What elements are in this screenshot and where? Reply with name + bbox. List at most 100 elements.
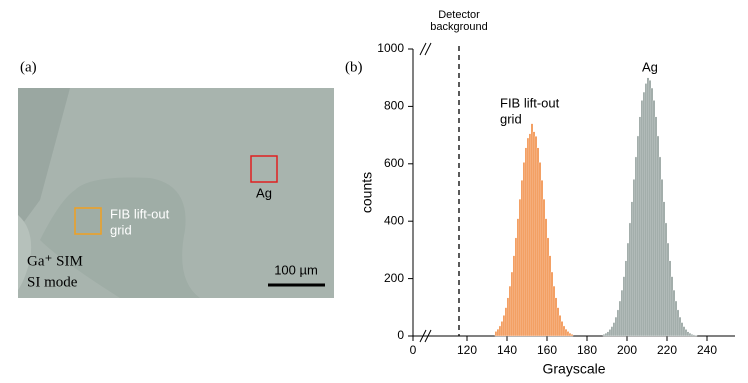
- histogram-bar: [568, 332, 572, 337]
- histogram-bar: [536, 147, 540, 337]
- histogram-bar: [554, 297, 558, 337]
- histogram-bar: [564, 328, 568, 337]
- histogram-bar: [626, 242, 630, 337]
- image-feature: [18, 215, 32, 290]
- histogram-bar: [538, 162, 542, 337]
- histogram-bar: [676, 309, 680, 337]
- histogram-bar: [540, 179, 544, 337]
- histogram-bar: [660, 179, 664, 337]
- axis-break: [424, 42, 432, 56]
- histogram-bar: [518, 198, 522, 337]
- histogram-bar: [560, 321, 564, 337]
- histogram-bar: [680, 322, 684, 337]
- histogram-bar: [542, 198, 546, 337]
- histogram-bar: [666, 242, 670, 337]
- region-label: Ag: [256, 185, 272, 200]
- histogram-bar: [608, 329, 612, 337]
- histogram-bar: [654, 116, 658, 337]
- histogram-bar: [562, 325, 566, 337]
- histogram-bar: [632, 179, 636, 337]
- panel-label: (b): [345, 59, 363, 75]
- histogram-bar: [662, 201, 666, 337]
- histogram-bar: [658, 156, 662, 337]
- micrograph: Ag FIB lift-out grid Ga⁺ SIM SI mode 100…: [18, 88, 334, 298]
- series-label: FIB lift-out: [500, 95, 560, 110]
- histogram-bar: [648, 80, 652, 337]
- series-label: Ag: [642, 59, 658, 74]
- series-label: grid: [500, 111, 522, 126]
- x-tick-label: 180: [577, 343, 597, 357]
- histogram-bar: [494, 331, 498, 337]
- region-label: FIB lift-out: [110, 206, 170, 221]
- histogram-bar: [624, 260, 628, 337]
- reference-label: Detector: [438, 9, 480, 21]
- histogram-bar: [656, 135, 660, 337]
- histogram-bar: [546, 237, 550, 337]
- histogram-bar: [618, 300, 622, 337]
- histogram-bar: [688, 332, 692, 337]
- histogram-bar: [634, 156, 638, 337]
- y-axis-label: counts: [359, 172, 375, 213]
- histogram-bar: [522, 162, 526, 337]
- histogram-bar: [544, 218, 548, 337]
- x-tick-label: 140: [497, 343, 517, 357]
- histogram-bar: [630, 201, 634, 337]
- panel-label: (a): [20, 59, 37, 75]
- histogram-bar: [512, 255, 516, 337]
- histogram-bar: [664, 222, 668, 337]
- histogram-bar: [616, 309, 620, 337]
- histogram-bar: [532, 131, 536, 337]
- y-tick-label: 200: [384, 271, 404, 285]
- histogram-bar: [558, 315, 562, 337]
- histogram-bar: [520, 179, 524, 337]
- x-tick-label: 160: [537, 343, 557, 357]
- y-tick-label: 1000: [377, 41, 404, 55]
- histogram-bar: [622, 276, 626, 337]
- x-tick-label: 120: [457, 343, 477, 357]
- histogram-bar: [514, 237, 518, 337]
- region-label: grid: [110, 222, 132, 237]
- axis-break: [419, 42, 427, 56]
- reference-label: background: [430, 21, 488, 33]
- histogram-bar: [530, 123, 534, 337]
- histogram-chart: 0 200 400 600 800 1000 0 120 140 160 180 200 220 240 G…: [359, 9, 735, 377]
- histogram-bar: [692, 334, 696, 337]
- histogram-bar: [674, 300, 678, 337]
- histogram-bar: [612, 322, 616, 337]
- histogram-bar: [510, 271, 514, 337]
- histogram-bar: [670, 276, 674, 337]
- histogram-bar: [504, 307, 508, 337]
- histogram-bar: [556, 307, 560, 337]
- histogram-bar: [498, 325, 502, 337]
- histogram-bar: [682, 326, 686, 337]
- histogram-bar: [610, 326, 614, 337]
- histogram-bar: [614, 316, 618, 337]
- histogram-bar: [506, 297, 510, 337]
- histogram-bar: [602, 334, 606, 337]
- histogram-bar: [502, 315, 506, 337]
- histogram-bar: [604, 332, 608, 337]
- histogram-bar: [526, 137, 530, 337]
- histogram-bar: [668, 260, 672, 337]
- histogram-bar: [694, 334, 698, 337]
- histogram-bar: [672, 289, 676, 337]
- histogram-bar: [640, 100, 644, 337]
- x-tick-label: 200: [617, 343, 637, 357]
- image-feature: [18, 88, 70, 230]
- histogram-bar: [566, 331, 570, 337]
- histogram-bar: [644, 83, 648, 337]
- x-axis-label: Grayscale: [542, 361, 605, 377]
- axis-break: [424, 329, 432, 343]
- axis-break: [419, 329, 427, 343]
- histogram-bar: [508, 285, 512, 337]
- histogram-bar: [534, 136, 538, 337]
- region-box: [74, 207, 102, 235]
- histogram-bar: [650, 87, 654, 337]
- histogram-bar: [646, 77, 650, 337]
- histogram-bar: [552, 285, 556, 337]
- histogram-bar: [606, 331, 610, 337]
- y-tick-label: 800: [384, 99, 404, 113]
- histogram-bar: [620, 289, 624, 337]
- x-tick-label: 240: [697, 343, 717, 357]
- histogram-bar: [628, 222, 632, 337]
